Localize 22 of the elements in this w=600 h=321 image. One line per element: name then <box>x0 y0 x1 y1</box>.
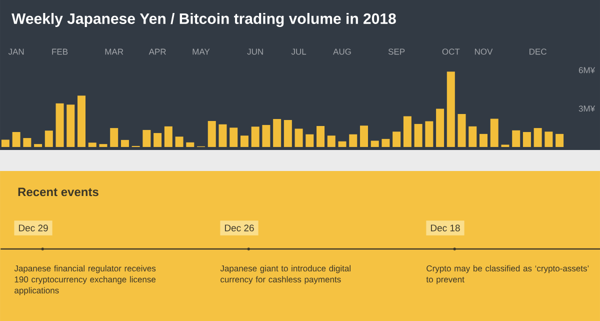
text: Recent events <box>18 188 98 196</box>
x-tick-label: JAN <box>8 48 24 55</box>
text: Crypto may be classified as ‘crypto-assets’ to prevent <box>426 265 589 284</box>
x-tick-label: FEB <box>52 48 68 55</box>
x-tick-label: APR <box>148 48 166 55</box>
y-tick-label: 6M¥ <box>578 67 596 74</box>
text: Dec 29 <box>18 224 48 232</box>
text: Japanese giant to introduce digital currency for cashless payments <box>220 265 350 284</box>
text: Japanese financial regulator receives 190 cryptocurrency exchange license applications <box>14 265 156 296</box>
text: Dec 18 <box>430 224 460 232</box>
x-tick-label: NOV <box>474 48 493 55</box>
x-tick-label: MAR <box>105 48 124 55</box>
x-tick-label: JUL <box>291 48 306 55</box>
x-tick-label: MAY <box>192 48 210 55</box>
x-tick-label: DEC <box>530 48 546 55</box>
x-tick-label: JUN <box>247 48 263 55</box>
x-tick-label: SEP <box>388 48 405 55</box>
x-tick-label: AUG <box>333 48 351 55</box>
x-tick-label: OCT <box>442 48 460 55</box>
chart-title: Weekly Japanese Yen / Bitcoin trading volume in 2018 <box>12 12 396 28</box>
y-tick-label: 3M¥ <box>578 106 596 112</box>
text: Dec 26 <box>224 224 254 232</box>
